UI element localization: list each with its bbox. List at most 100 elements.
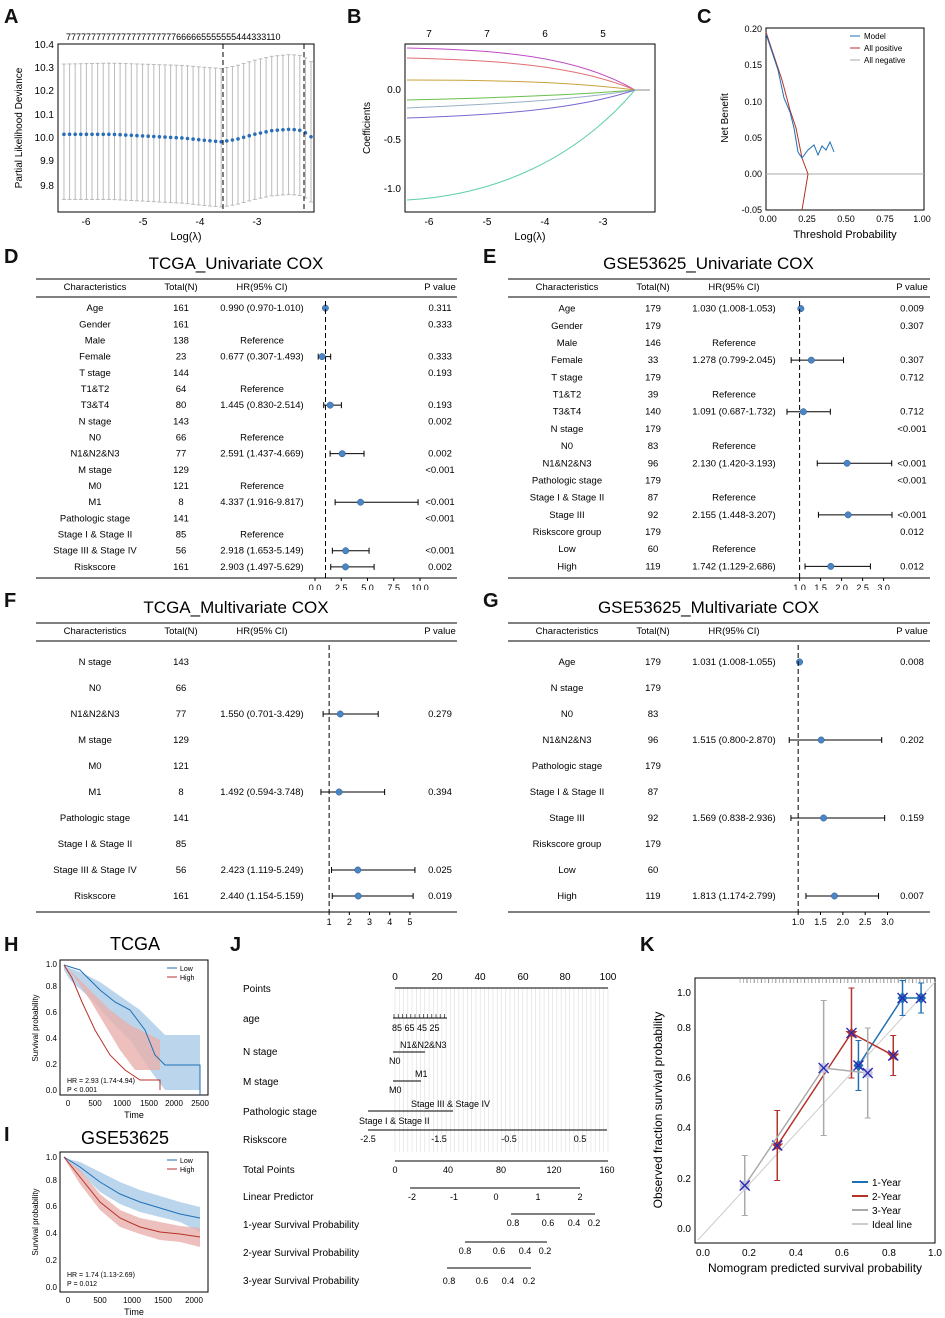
forest-estimate-point (843, 459, 851, 467)
panel-label-b: B (347, 6, 362, 28)
nomo-m-label: M1 (415, 1069, 428, 1079)
panel-label-e: E (483, 246, 497, 268)
forest-characteristic: Stage III (549, 813, 584, 824)
panel-a-top-counts: 7777777777777777777777666665555555444333… (66, 32, 281, 42)
forest-axis-label: 1.5 (814, 583, 827, 590)
forest-p-value: 0.012 (900, 561, 924, 572)
forest-total: 83 (648, 441, 659, 452)
nomo-n-label: N0 (389, 1056, 401, 1066)
cv-point (163, 135, 167, 139)
forest-characteristic: Pathologic stage (60, 813, 130, 824)
forest-p-value: 0.009 (900, 304, 924, 315)
panel-b-top-tick: 7 (426, 29, 432, 40)
forest-p-value: <0.001 (897, 458, 926, 469)
panel-k-calibration: 1-Year 2-Year 3-Year Ideal line 0.0 0.2 … (651, 977, 942, 1275)
forest-characteristic: Low (558, 865, 576, 876)
panel-k-legend: 3-Year (872, 1206, 902, 1217)
panel-k-ylabel: Observed fraction survival probability (651, 1012, 665, 1209)
forest-total: 161 (173, 891, 189, 902)
panel-i-hr: HR = 1.74 (1.13-2.69) (67, 1272, 135, 1279)
calibration-observed-x (897, 992, 909, 1004)
forest-header: P value (424, 282, 456, 293)
forest-characteristic: Stage III (549, 510, 584, 521)
panel-k-legend: Ideal line (872, 1220, 912, 1231)
panel-a-ytick: 9.8 (40, 181, 54, 192)
forest-axis-label: 5 (407, 917, 412, 927)
panel-k-ytick: 0.4 (677, 1123, 691, 1134)
forest-characteristic: N stage (79, 657, 112, 668)
forest-hr: 2.440 (1.154-5.159) (220, 891, 303, 902)
forest-hr: Reference (712, 544, 756, 555)
forest-total: 129 (173, 465, 189, 476)
forest-hr: 1.550 (0.701-3.429) (220, 709, 303, 720)
forest-hr: 1.742 (1.129-2.686) (692, 561, 775, 572)
forest-axis-label: 7.5 (387, 583, 400, 590)
panel-i-xtick: 2000 (185, 1296, 203, 1305)
panel-k-ytick: 0.2 (677, 1174, 691, 1185)
panel-k-xlabel: Nomogram predicted survival probability (708, 1261, 922, 1275)
panel-a-ytick: 9.9 (40, 156, 54, 167)
cv-point (258, 131, 263, 135)
forest-characteristic: High (557, 561, 577, 572)
cv-point (191, 137, 195, 141)
forest-axis-label: 2.0 (837, 917, 850, 927)
panel-h-xtick: 2500 (191, 1099, 209, 1108)
panel-h-hr: HR = 2.93 (1.74-4.94) (67, 1078, 135, 1085)
panel-label-f: F (4, 590, 17, 612)
forest-characteristic: Age (559, 657, 576, 668)
forest-hr: Reference (240, 335, 284, 346)
forest-characteristic: T stage (551, 372, 583, 383)
forest-hr: Reference (240, 433, 284, 444)
panel-k-xtick: 0.2 (742, 1248, 756, 1259)
panel-c-ytick: -0.05 (741, 205, 762, 215)
forest-characteristic: Stage I & Stage II (58, 839, 132, 850)
panel-h-ytick: 0.2 (46, 1060, 58, 1069)
panel-i-km: GSE53625 Low High HR = 1.74 (1.13-2.69) … (31, 1128, 209, 1317)
forest-axis-label: 0.0 (309, 583, 322, 590)
forest-characteristic: T stage (79, 368, 111, 379)
forest-characteristic: Pathologic stage (532, 761, 602, 772)
nomo-y3-tick: 0.4 (502, 1276, 515, 1286)
panel-h-xlabel: Time (124, 1110, 144, 1120)
calibration-series-line (776, 1032, 894, 1146)
forest-hr: Reference (712, 338, 756, 349)
forest-axis-label: 2.0 (835, 583, 848, 590)
nomo-path-label: Stage I & Stage II (359, 1116, 430, 1126)
forest-hr: 2.918 (1.653-5.149) (220, 546, 303, 557)
forest-characteristic: N stage (551, 424, 584, 435)
forest-header: Total(N) (636, 626, 669, 637)
forest-hr: 2.591 (1.437-4.669) (220, 449, 303, 460)
forest-title: GSE53625_Multivariate COX (598, 598, 819, 617)
forest-header: P value (896, 282, 928, 293)
forest-estimate-point (342, 563, 349, 571)
forest-axis-label: 10.0 (411, 583, 429, 590)
forest-header: Characteristics (536, 282, 599, 293)
cv-point (118, 132, 122, 137)
forest-p-value: <0.001 (425, 465, 454, 476)
forest-header: Characteristics (64, 282, 127, 293)
forest-hr: 1.515 (0.800-2.870) (692, 735, 775, 746)
panel-f-forest: TCGA_Multivariate COX Characteristics Tota… (36, 598, 457, 927)
panel-h-xtick: 1500 (140, 1099, 158, 1108)
panel-h-title: TCGA (110, 934, 160, 954)
cv-point (275, 128, 280, 132)
forest-characteristic: T3&T4 (81, 400, 110, 411)
forest-total: 121 (173, 761, 189, 772)
panel-i-p: P = 0.012 (67, 1281, 97, 1288)
forest-total: 77 (176, 709, 187, 720)
nomo-points-tick: 60 (517, 972, 529, 983)
forest-total: 143 (173, 416, 189, 427)
cv-point (230, 138, 235, 142)
forest-hr: 1.091 (0.687-1.732) (692, 407, 775, 418)
forest-characteristic: Stage III & Stage IV (53, 546, 137, 557)
panel-a-cv-plot: 7777777777777777777777666665555555444333… (14, 32, 315, 243)
panel-c-ytick: 0.20 (744, 24, 762, 34)
panel-b-xtick: -6 (425, 217, 434, 228)
forest-estimate-point (844, 511, 852, 519)
nomo-row-label: Total Points (243, 1165, 295, 1176)
panel-k-xtick: 0.6 (835, 1248, 849, 1259)
forest-characteristic: N0 (561, 709, 573, 720)
forest-total: 119 (645, 561, 660, 572)
cv-point (219, 139, 223, 144)
forest-characteristic: Male (557, 338, 578, 349)
